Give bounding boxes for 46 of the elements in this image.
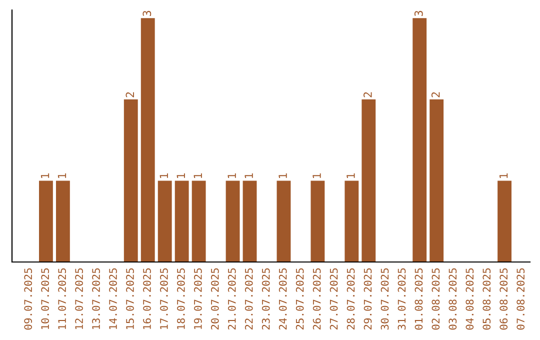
x-tick-label: 11.07.2025 (58, 268, 66, 330)
x-tick-label: 19.07.2025 (194, 268, 202, 330)
x-tick-label: 15.07.2025 (126, 268, 134, 330)
data-label: 3 (142, 10, 152, 16)
data-label: 1 (278, 173, 287, 178)
x-tick-label: 29.07.2025 (364, 268, 372, 330)
x-tick-label: 24.07.2025 (278, 268, 287, 330)
x-tick-label: 09.07.2025 (24, 268, 32, 330)
x-tick-label: 05.08.2025 (482, 268, 491, 330)
data-label: 1 (58, 173, 66, 178)
x-tick-label: 13.07.2025 (92, 268, 100, 330)
x-tick-label: 12.07.2025 (75, 268, 83, 330)
x-tick-label: 21.07.2025 (228, 268, 236, 330)
x-tick-label: 25.07.2025 (296, 268, 304, 330)
data-label: 1 (228, 173, 236, 178)
x-tick-label: 03.08.2025 (448, 268, 457, 330)
x-tick-label: 17.07.2025 (160, 268, 168, 330)
data-label: 1 (40, 173, 50, 178)
x-tick-label: 07.08.2025 (516, 268, 525, 330)
x-tick-label: 28.07.2025 (346, 268, 355, 330)
x-tick-label: 16.07.2025 (143, 268, 151, 330)
x-tick-label: 22.07.2025 (244, 268, 253, 330)
data-label: 1 (244, 173, 253, 178)
x-tick-label: 23.07.2025 (262, 268, 270, 330)
x-tick-label: 14.07.2025 (109, 268, 117, 330)
data-label: 2 (126, 92, 134, 98)
data-label: 1 (346, 173, 355, 178)
data-label: 1 (160, 173, 168, 178)
x-tick-label: 20.07.2025 (210, 268, 219, 330)
x-tick-label: 10.07.2025 (41, 268, 50, 330)
data-label: 1 (194, 173, 202, 178)
data-label: 1 (176, 173, 185, 178)
data-label: 3 (414, 10, 423, 16)
data-label: 2 (431, 92, 440, 98)
data-label: 1 (312, 173, 321, 178)
x-tick-label: 01.08.2025 (414, 268, 423, 330)
x-tick-label: 04.08.2025 (466, 268, 474, 330)
data-label: 1 (500, 173, 508, 178)
x-tick-label: 27.07.2025 (330, 268, 338, 330)
x-tick-label: 06.08.2025 (500, 268, 508, 330)
x-tick-label: 30.07.2025 (380, 268, 389, 330)
x-tick-label: 31.07.2025 (398, 268, 406, 330)
x-tick-label: 26.07.2025 (312, 268, 321, 330)
data-label: 2 (364, 92, 372, 98)
x-tick-label: 18.07.2025 (177, 268, 185, 330)
x-tick-label: 02.08.2025 (432, 268, 440, 330)
